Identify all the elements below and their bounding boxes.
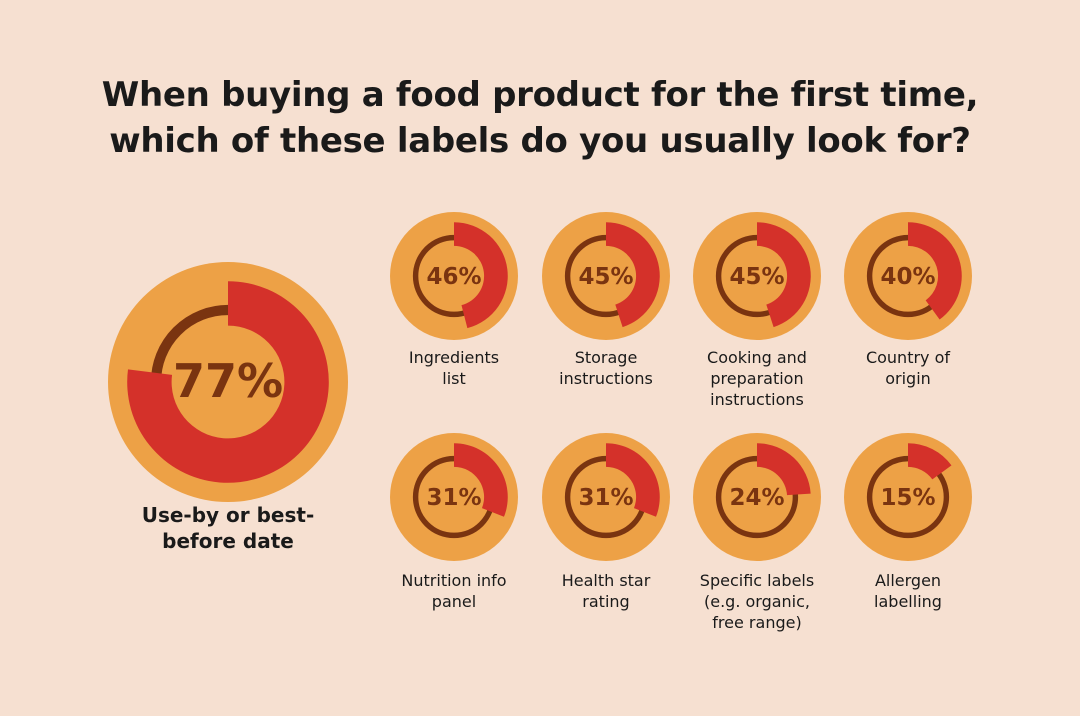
donut-category-label: rating [582,592,629,611]
donut-category-label: Country of [866,348,950,367]
donut-category-label: instructions [559,369,653,388]
donut-item: 46% Ingredients list [390,212,518,388]
donut-value-arc [908,443,952,480]
donut-category-label: preparation [710,369,803,388]
donut-percent-label: 46% [426,264,481,290]
donut-category-label: Storage [575,348,638,367]
donut-category-label: origin [885,369,931,388]
donut-percent-label: 40% [880,264,935,290]
donut-percent-label: 15% [880,485,935,511]
donut-value-arc [127,281,329,483]
donut-value-arc [454,222,508,329]
donut-category-label: Specific labels [700,571,814,590]
donut-category-label: labelling [874,592,942,611]
donut-item: 31% Health star rating [542,433,670,611]
donut-percent-label: 31% [426,485,481,511]
donut-category-label: Ingredients [409,348,499,367]
chart-title-line-2: which of these labels do you usually loo… [109,121,971,161]
donut-category-label: Cooking and [707,348,807,367]
donut-category-label: list [442,369,466,388]
donut-item: 15% Allergen labelling [844,433,972,611]
chart-title: When buying a food product for the first… [0,72,1080,164]
donut-item: 45% Cooking and preparation instructions [693,212,821,409]
donut-item: 31% Nutrition info panel [390,433,518,611]
donut-item: 77% Use-by or best-before date [108,262,348,553]
donut-category-label: instructions [710,390,804,409]
donut-category-label: Nutrition info [401,571,506,590]
donut-value-arc [757,222,811,328]
donut-item: 45% Storage instructions [542,212,670,388]
donut-value-arc [757,443,811,496]
donut-value-arc [606,443,660,517]
donut-value-arc [606,222,660,328]
donut-category-label: Health star [562,571,651,590]
donut-percent-label: 31% [578,485,633,511]
chart-title-line-1: When buying a food product for the first… [101,75,979,115]
donut-percent-label: 24% [729,485,784,511]
donut-category-label: Use-by or best- [142,503,315,527]
donut-item: 40% Country of origin [844,212,972,388]
donut-percent-label: 45% [729,264,784,290]
donut-category-label: Allergen [875,571,941,590]
donut-value-arc [454,443,508,517]
donut-value-arc [908,222,962,320]
donut-category-label: panel [432,592,476,611]
donut-percent-label: 77% [173,354,283,408]
donut-item: 24% Specific labels (e.g. organic, free ran… [693,433,821,632]
donut-category-label: before date [162,529,294,553]
donut-percent-label: 45% [578,264,633,290]
donut-category-label: free range) [712,613,801,632]
donut-category-label: (e.g. organic, [704,592,810,611]
